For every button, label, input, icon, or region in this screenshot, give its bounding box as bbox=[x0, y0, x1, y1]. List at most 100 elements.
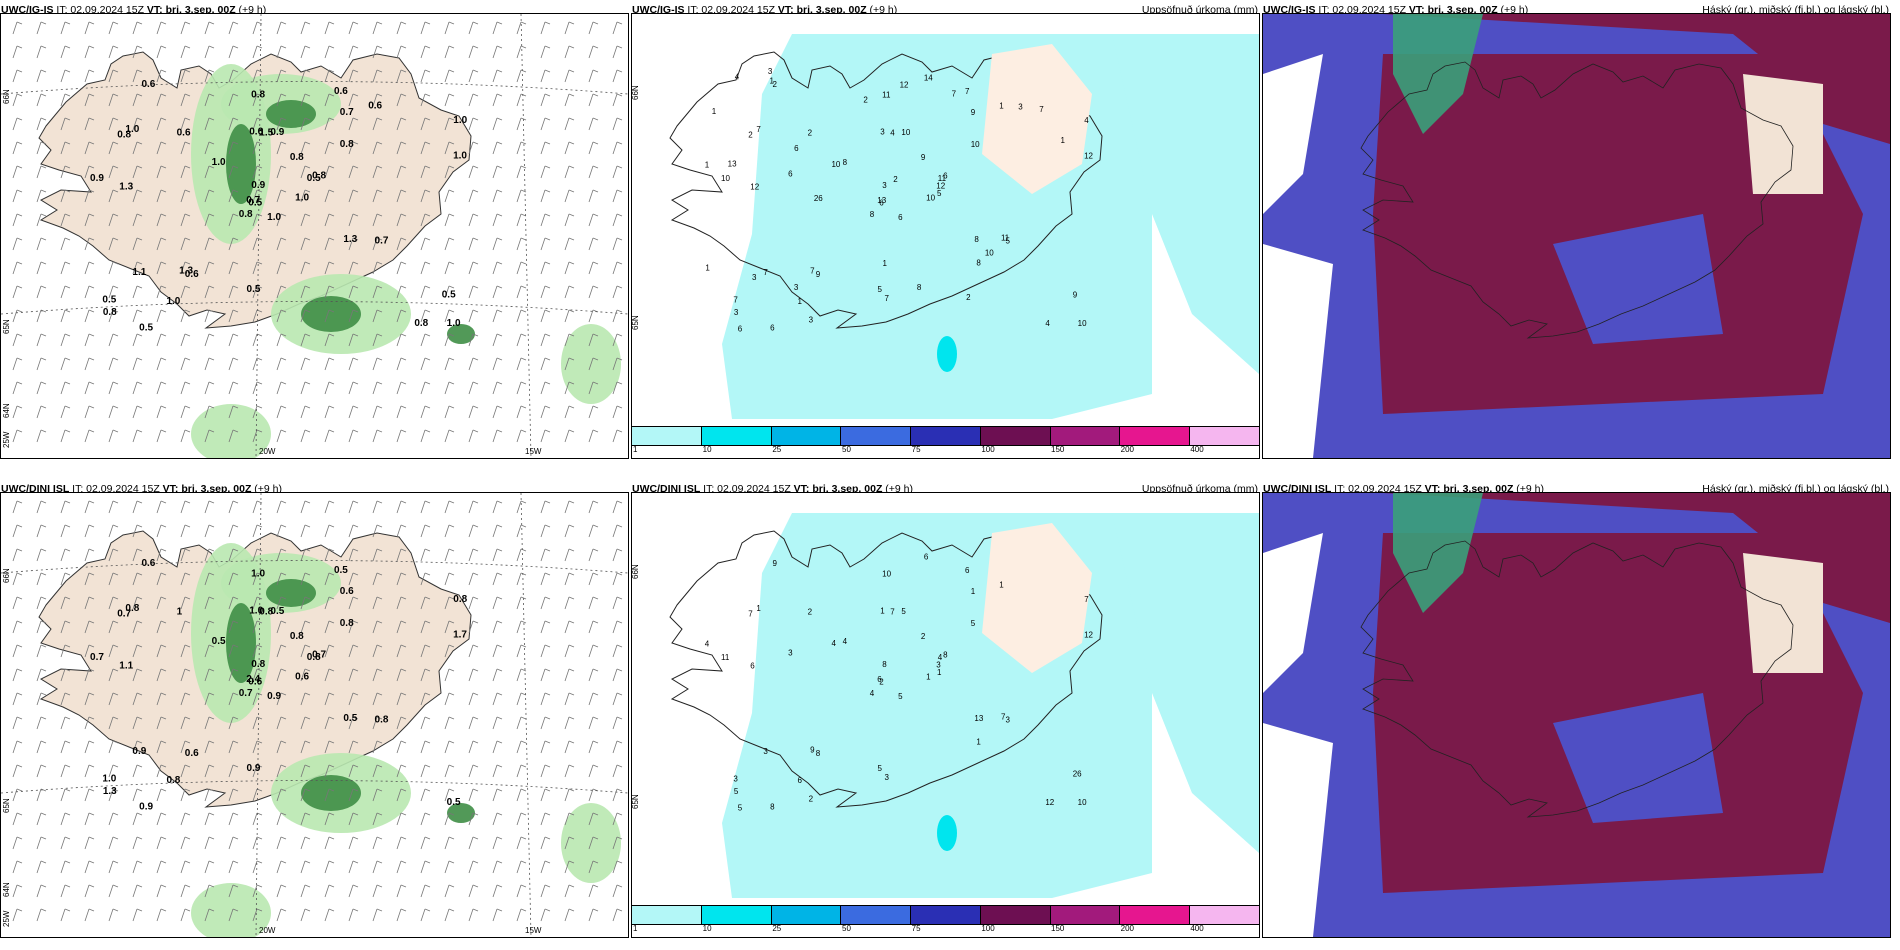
wind-barb bbox=[396, 237, 407, 251]
wind-barb bbox=[324, 189, 335, 203]
wind-barb bbox=[132, 261, 143, 275]
map-area: 66N 65N 64N 20W 15W 25W 1.0 0.8 0.5 0.5 0.5 0.6 0.6 0… bbox=[0, 13, 629, 459]
colorbar-label: 100 bbox=[981, 445, 995, 454]
wind-barb bbox=[420, 620, 431, 634]
wind-barb bbox=[588, 740, 599, 754]
wind-barb bbox=[228, 692, 239, 706]
wind-barb bbox=[276, 860, 287, 874]
wind-barb bbox=[204, 740, 215, 754]
graticule bbox=[255, 14, 262, 458]
wind-barb bbox=[396, 836, 407, 850]
wind-barb bbox=[348, 357, 359, 371]
wind-barb bbox=[36, 189, 47, 203]
wind-barb bbox=[612, 524, 623, 538]
wind-barb bbox=[420, 884, 431, 898]
precip-value-label: 0.8 bbox=[290, 152, 304, 163]
wind-barb bbox=[132, 524, 143, 538]
precip-value-label: 8 bbox=[816, 749, 821, 758]
wind-barb bbox=[492, 117, 503, 131]
wind-barb bbox=[468, 692, 479, 706]
wind-barb bbox=[372, 213, 383, 227]
wind-barb bbox=[300, 908, 311, 922]
wind-barb bbox=[588, 237, 599, 251]
wind-barb bbox=[540, 884, 551, 898]
precip-value-label: 0.8 bbox=[453, 594, 467, 605]
clear-area bbox=[1263, 723, 1333, 937]
wind-barb bbox=[588, 764, 599, 778]
precip-value-label: 6 bbox=[738, 325, 743, 334]
wind-barb bbox=[156, 261, 167, 275]
precip-value-label: 7 bbox=[1039, 105, 1044, 114]
wind-barb bbox=[300, 309, 311, 323]
wind-barb bbox=[516, 213, 527, 227]
wind-barb bbox=[156, 620, 167, 634]
wind-barb bbox=[156, 572, 167, 586]
wind-barb bbox=[36, 716, 47, 730]
wind-barb bbox=[420, 213, 431, 227]
precip-value-label: 6 bbox=[794, 144, 799, 153]
wind-barb bbox=[324, 644, 335, 658]
wind-barb bbox=[276, 381, 287, 395]
wind-barb bbox=[324, 93, 335, 107]
wind-barb bbox=[324, 764, 335, 778]
wind-barb bbox=[444, 429, 455, 443]
wind-barb bbox=[36, 548, 47, 562]
precip-value-label: 1 bbox=[976, 738, 981, 747]
wind-barb bbox=[540, 764, 551, 778]
precip-value-label: 1.3 bbox=[179, 265, 193, 276]
wind-barb bbox=[36, 692, 47, 706]
wind-barb bbox=[108, 189, 119, 203]
wind-barb bbox=[396, 644, 407, 658]
wind-barb bbox=[564, 500, 575, 514]
wind-barb bbox=[348, 788, 359, 802]
wind-barb bbox=[420, 237, 431, 251]
wind-barb bbox=[228, 620, 239, 634]
wind-barb bbox=[588, 716, 599, 730]
wind-barb bbox=[612, 620, 623, 634]
wind-barb bbox=[252, 572, 263, 586]
wind-barb bbox=[492, 69, 503, 83]
precip-value-label: 1 bbox=[880, 606, 885, 615]
wind-barb bbox=[132, 429, 143, 443]
wind-barb bbox=[588, 524, 599, 538]
precip-value-label: 1.7 bbox=[453, 629, 467, 640]
wind-barb bbox=[12, 381, 23, 395]
wind-barb bbox=[156, 644, 167, 658]
wind-barb bbox=[324, 908, 335, 922]
wind-barb bbox=[84, 668, 95, 682]
wind-barb bbox=[420, 93, 431, 107]
wind-barb bbox=[228, 165, 239, 179]
wind-barb bbox=[276, 908, 287, 922]
colorbar-swatch bbox=[1120, 906, 1191, 924]
wind-barb bbox=[12, 141, 23, 155]
wind-barb bbox=[372, 381, 383, 395]
wind-barb bbox=[84, 141, 95, 155]
wind-barb bbox=[588, 692, 599, 706]
wind-barb bbox=[492, 381, 503, 395]
wind-barb bbox=[132, 572, 143, 586]
wind-barb bbox=[348, 165, 359, 179]
wind-barb bbox=[84, 69, 95, 83]
wind-barb bbox=[444, 692, 455, 706]
wind-barb bbox=[564, 548, 575, 562]
precip-value-label: 1.0 bbox=[453, 115, 467, 126]
wind-barb bbox=[204, 189, 215, 203]
wind-barb bbox=[420, 261, 431, 275]
wind-barb bbox=[12, 860, 23, 874]
wind-barb bbox=[444, 237, 455, 251]
precip-value-label: 5 bbox=[937, 189, 942, 198]
wind-barb bbox=[516, 381, 527, 395]
wind-barb bbox=[540, 189, 551, 203]
wind-barb bbox=[444, 572, 455, 586]
precip-value-label: 1.0 bbox=[249, 605, 263, 616]
wind-barb bbox=[60, 429, 71, 443]
wind-barb bbox=[60, 93, 71, 107]
clear-area bbox=[1263, 533, 1323, 693]
wind-barb bbox=[540, 357, 551, 371]
wind-barb bbox=[204, 93, 215, 107]
wind-barb bbox=[324, 788, 335, 802]
wind-barb bbox=[84, 788, 95, 802]
wind-barb bbox=[300, 333, 311, 347]
colorbar-swatch bbox=[632, 427, 702, 445]
wind-barb bbox=[492, 692, 503, 706]
